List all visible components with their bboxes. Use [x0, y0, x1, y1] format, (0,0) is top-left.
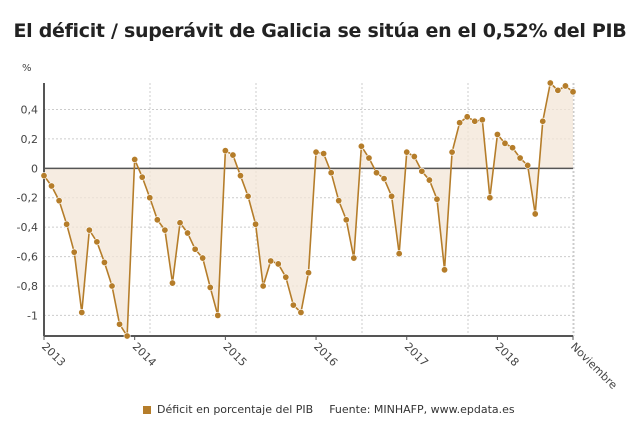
data-point: [342, 216, 350, 224]
y-tick-label: 0,2: [21, 133, 39, 146]
data-point: [403, 148, 411, 156]
data-point: [312, 148, 320, 156]
data-point: [131, 155, 139, 163]
data-point: [161, 226, 169, 234]
data-point: [153, 216, 161, 224]
data-point: [327, 169, 335, 177]
data-point: [388, 192, 396, 200]
data-point: [116, 320, 124, 328]
data-point: [63, 220, 71, 228]
data-point: [236, 172, 244, 180]
x-tick-label: Noviembre: [568, 340, 620, 392]
data-point: [350, 254, 358, 262]
legend: Déficit en porcentaje del PIB Fuente: MI…: [143, 403, 515, 416]
data-point: [410, 153, 418, 161]
data-point: [191, 245, 199, 253]
data-point: [569, 88, 577, 96]
data-point: [244, 192, 252, 200]
data-point: [493, 130, 501, 138]
data-point: [55, 197, 63, 205]
data-point: [441, 266, 449, 274]
data-point: [93, 238, 101, 246]
data-point: [168, 279, 176, 287]
data-point: [357, 142, 365, 150]
data-point: [274, 260, 282, 268]
data-point: [78, 308, 86, 316]
y-tick-label: -0,4: [17, 221, 38, 234]
data-point: [40, 172, 48, 180]
data-point: [176, 219, 184, 227]
data-point: [297, 308, 305, 316]
data-point: [463, 113, 471, 121]
data-point: [471, 117, 479, 125]
y-tick-label: 0,4: [21, 103, 39, 116]
data-point: [146, 194, 154, 202]
chart-title: El déficit / superávit de Galicia se sit…: [13, 20, 627, 42]
y-tick-label: -1: [27, 309, 38, 322]
y-tick-label: -0,8: [17, 280, 38, 293]
data-point: [267, 257, 275, 265]
legend-swatch: [143, 405, 151, 414]
data-point: [425, 176, 433, 184]
data-point: [501, 139, 509, 147]
x-tick-label: 2015: [220, 340, 249, 369]
y-tick-label: -0,2: [17, 192, 38, 205]
data-point: [252, 220, 260, 228]
data-point: [335, 197, 343, 205]
data-point: [516, 154, 524, 162]
data-point: [48, 182, 56, 190]
y-axis-unit: %: [22, 63, 32, 74]
data-point: [100, 258, 108, 266]
legend-series-label: Déficit en porcentaje del PIB: [157, 403, 314, 416]
data-point: [539, 117, 547, 125]
x-tick-label: 2013: [39, 340, 68, 369]
data-point: [123, 332, 131, 340]
x-tick-label: 2016: [311, 340, 340, 369]
data-point: [509, 144, 517, 152]
data-point: [380, 175, 388, 183]
data-point: [531, 210, 539, 218]
data-point: [259, 282, 267, 290]
data-point: [138, 173, 146, 181]
data-point: [304, 269, 312, 277]
data-point: [108, 282, 116, 290]
data-point: [561, 82, 569, 90]
y-tick-label: -0,6: [17, 251, 38, 264]
data-point: [524, 161, 532, 169]
data-point: [546, 79, 554, 87]
x-tick-label: 2014: [130, 340, 159, 369]
source-text: Fuente: MINHAFP, www.epdata.es: [329, 403, 515, 416]
data-point: [221, 147, 229, 155]
data-point: [448, 148, 456, 156]
data-point: [184, 229, 192, 237]
data-point: [373, 169, 381, 177]
data-point: [486, 194, 494, 202]
data-point: [214, 311, 222, 319]
data-point: [229, 151, 237, 159]
data-point: [206, 283, 214, 291]
y-tick-label: 0: [31, 162, 38, 175]
data-point: [320, 150, 328, 158]
data-point: [282, 273, 290, 281]
data-point: [478, 116, 486, 124]
data-point: [554, 86, 562, 94]
data-point: [395, 250, 403, 258]
data-point: [433, 195, 441, 203]
data-point: [70, 248, 78, 256]
data-point: [85, 226, 93, 234]
data-point: [199, 254, 207, 262]
data-point: [365, 154, 373, 162]
x-tick-label: 2018: [492, 340, 521, 369]
data-point: [456, 119, 464, 127]
data-point: [418, 167, 426, 175]
area-fill: [44, 83, 573, 336]
x-tick-label: 2017: [402, 340, 431, 369]
data-point: [289, 301, 297, 309]
